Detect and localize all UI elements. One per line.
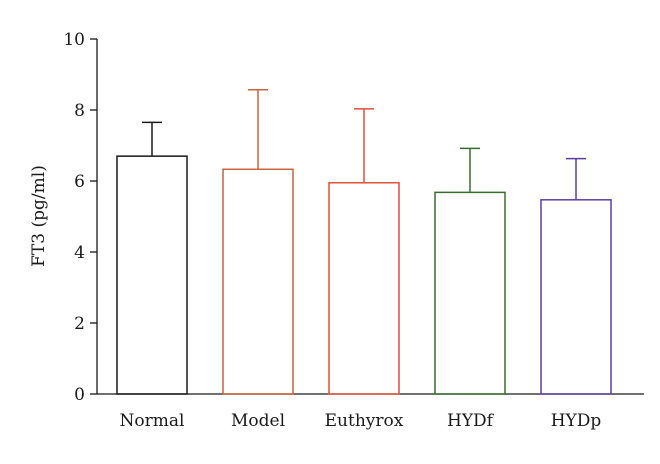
bar-hydf bbox=[434, 191, 506, 395]
x-tick-label: HYDp bbox=[551, 411, 602, 431]
bars-group bbox=[116, 89, 612, 395]
bar-model bbox=[222, 168, 294, 395]
y-axis: 0 2 4 6 8 10 bbox=[63, 30, 98, 405]
x-tick-label: Model bbox=[231, 411, 285, 431]
x-tick-label: Euthyrox bbox=[325, 411, 404, 431]
x-tick-label: HYDf bbox=[447, 411, 495, 431]
y-tick-label: 4 bbox=[74, 243, 85, 263]
y-axis-title: FT3 (pg/ml) bbox=[29, 165, 49, 267]
y-tick-label: 8 bbox=[74, 101, 85, 121]
bar-normal bbox=[116, 155, 188, 395]
y-tick-label: 2 bbox=[74, 314, 85, 334]
bar-hydp bbox=[540, 199, 612, 395]
x-tick-label: Normal bbox=[120, 411, 185, 431]
x-axis: Normal Model Euthyrox HYDf HYDp bbox=[97, 393, 644, 431]
y-tick-label: 10 bbox=[63, 30, 85, 50]
y-tick-label: 6 bbox=[74, 172, 85, 192]
bar-euthyrox bbox=[328, 182, 400, 395]
y-tick-label: 0 bbox=[74, 385, 85, 405]
